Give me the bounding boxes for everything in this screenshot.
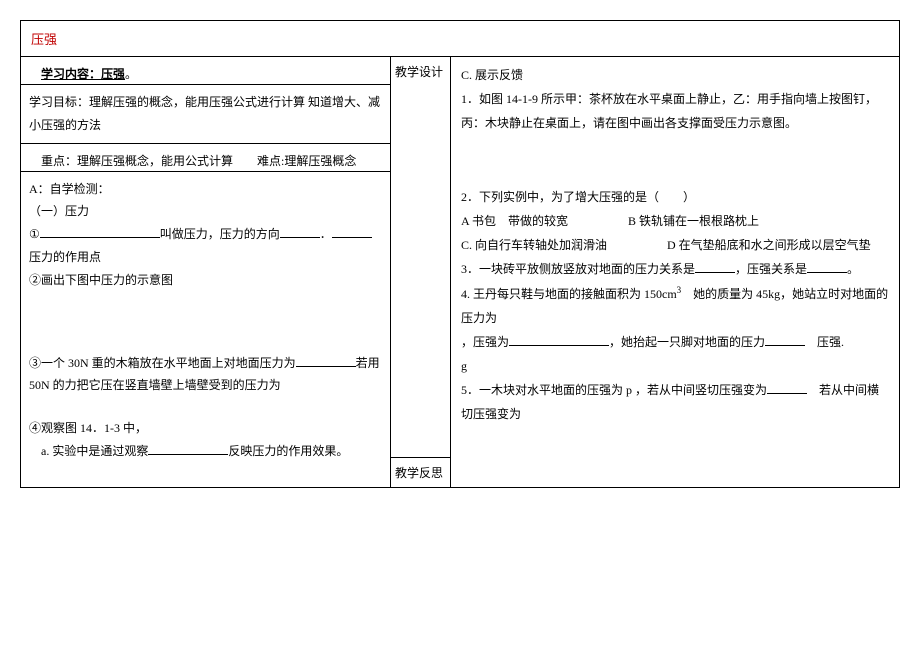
rq4: 4. 王丹每只鞋与地面的接触面积为 150cm3 她的质量为 45kg，她站立时… xyxy=(461,281,889,330)
blank xyxy=(296,355,356,367)
section-c-label: C. 展示反馈 xyxy=(461,63,889,87)
diagram-space xyxy=(29,292,382,352)
study-content-row: 学习内容：压强。 xyxy=(21,57,390,85)
self-study-row: A：自学检测： （一）压力 ①叫做压力，压力的方向．压力的作用点 ②画出下图中压… xyxy=(21,172,390,487)
teaching-design-label: 教学设计 xyxy=(391,57,450,457)
document-table: 压强 学习内容：压强。 学习目标：理解压强的概念，能用压强公式进行计算 知道增大… xyxy=(20,20,900,488)
doc-title: 压强 xyxy=(31,32,57,47)
section-a-label: A：自学检测： xyxy=(29,178,382,201)
main-grid: 学习内容：压强。 学习目标：理解压强的概念，能用压强公式进行计算 知道增大、减小… xyxy=(21,57,899,487)
blank xyxy=(148,443,228,455)
blank xyxy=(40,226,160,238)
blank xyxy=(332,226,372,238)
study-goal-text: 学习目标：理解压强的概念，能用压强公式进行计算 知道增大、减小压强的方法 xyxy=(29,95,380,132)
right-column: C. 展示反馈 1．如图 14-1-9 所示甲：茶杯放在水平桌面上静止，乙：用手… xyxy=(451,57,899,487)
rq3: 3．一块砖平放侧放竖放对地面的压力关系是，压强关系是。 xyxy=(461,257,889,281)
rq2-cd: C. 向自行车转轴处加润滑油 D 在气垫船底和水之间形成以层空气垫 xyxy=(461,233,889,257)
question-4a: a. 实验中是通过观察反映压力的作用效果。 xyxy=(29,440,382,463)
study-goal-row: 学习目标：理解压强的概念，能用压强公式进行计算 知道增大、减小压强的方法 xyxy=(21,85,390,144)
blank xyxy=(807,261,847,273)
figure-space xyxy=(461,135,889,185)
left-column: 学习内容：压强。 学习目标：理解压强的概念，能用压强公式进行计算 知道增大、减小… xyxy=(21,57,391,487)
study-content-label: 学习内容：压强 xyxy=(41,67,125,81)
subsection-1: （一）压力 xyxy=(29,200,382,223)
blank xyxy=(695,261,735,273)
rq4b: ，压强为，她抬起一只脚对地面的压力 压强. xyxy=(461,330,889,354)
teaching-reflection-label: 教学反思 xyxy=(391,457,450,487)
key-points-row: 重点：理解压强概念，能用公式计算 难点:理解压强概念 xyxy=(21,144,390,172)
question-4: ④观察图 14．1-3 中， xyxy=(29,417,382,440)
question-3: ③一个 30N 重的木箱放在水平地面上对地面压力为若用 50N 的力把它压在竖直… xyxy=(29,352,382,398)
rq5: 5．一木块对水平地面的压强为 p ，若从中间竖切压强变为 若从中间横切压强变为 xyxy=(461,378,889,426)
blank xyxy=(767,382,807,394)
rq4c: g xyxy=(461,354,889,378)
rq2: 2．下列实例中，为了增大压强的是（ ） xyxy=(461,185,889,209)
question-2: ②画出下图中压力的示意图 xyxy=(29,269,382,292)
blank xyxy=(765,334,805,346)
blank xyxy=(280,226,320,238)
rq1: 1．如图 14-1-9 所示甲：茶杯放在水平桌面上静止，乙：用手指向墙上按图钉，… xyxy=(461,87,889,135)
title-row: 压强 xyxy=(21,21,899,57)
question-1: ①叫做压力，压力的方向．压力的作用点 xyxy=(29,223,382,269)
rq2-ab: A 书包 带做的较宽 B 铁轨铺在一根根路枕上 xyxy=(461,209,889,233)
mid-column: 教学设计 教学反思 xyxy=(391,57,451,487)
blank xyxy=(509,334,609,346)
key-points-text: 重点：理解压强概念，能用公式计算 难点:理解压强概念 xyxy=(41,154,356,168)
